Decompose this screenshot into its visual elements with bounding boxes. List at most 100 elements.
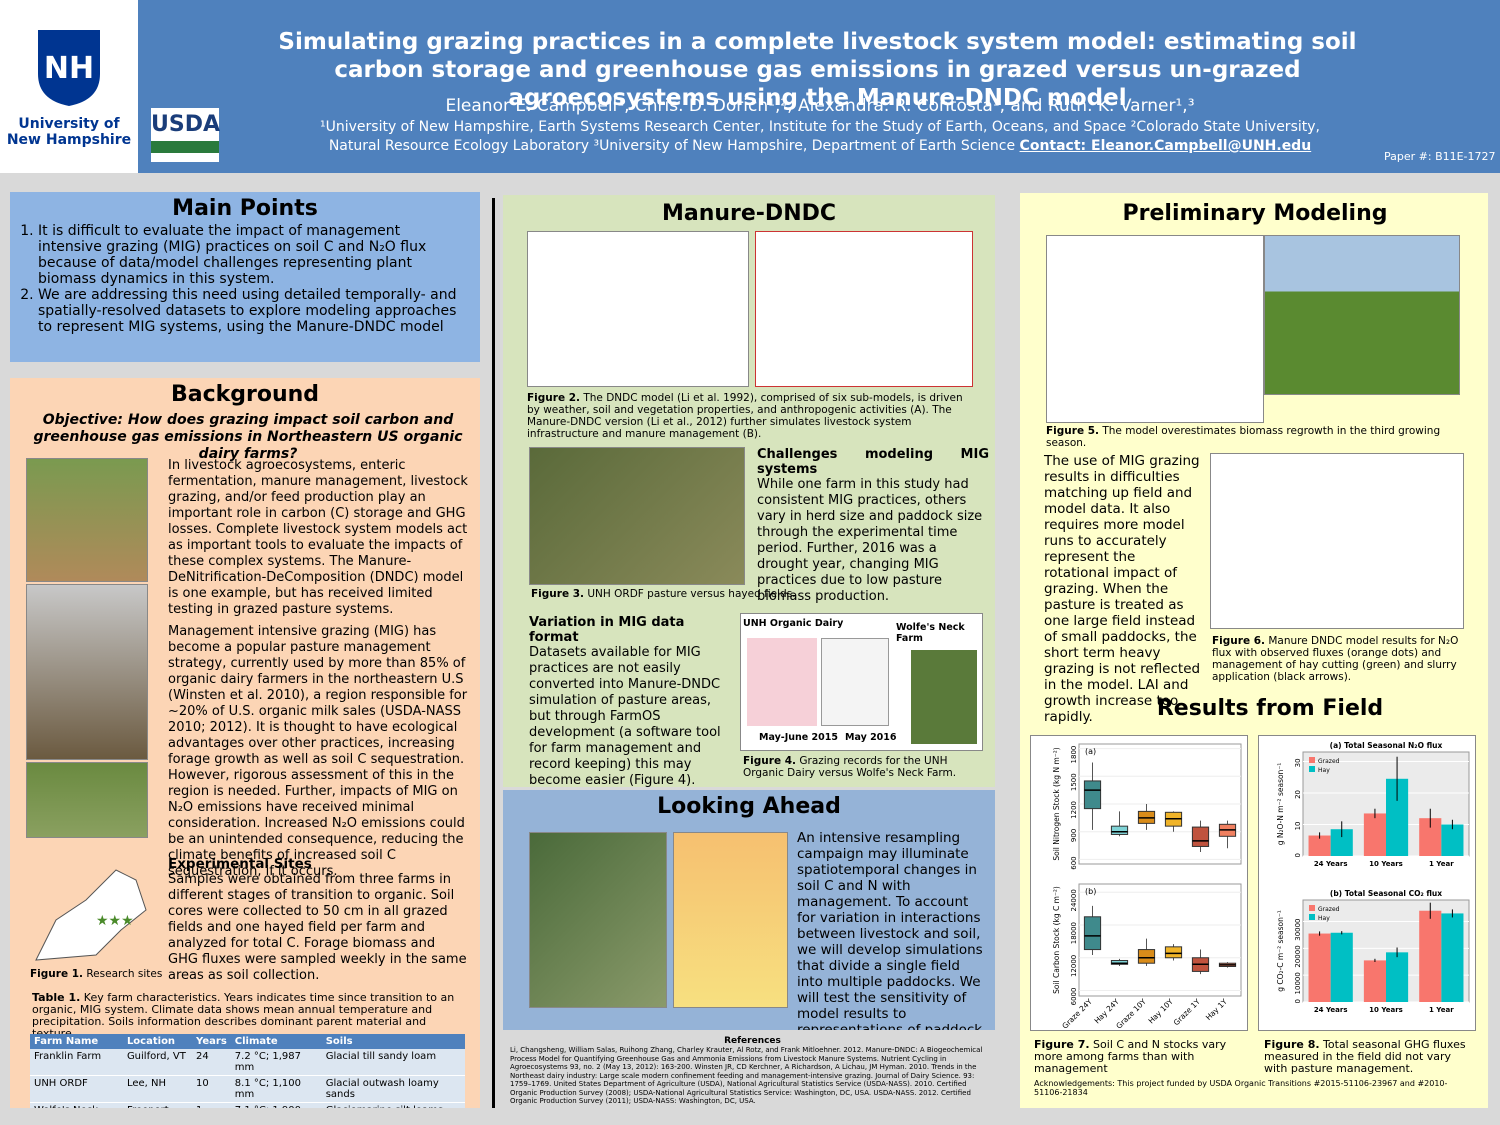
figure-label: Figure 1. xyxy=(30,968,84,980)
caption-text: UNH ORDF pasture versus hayed fields. xyxy=(587,588,796,600)
legend-swatch xyxy=(1309,766,1315,772)
references: References Li, Changsheng, William Salas… xyxy=(510,1036,995,1116)
unh-logo-text: University of New Hampshire xyxy=(6,116,132,148)
cell: Franklin Farm xyxy=(30,1049,123,1076)
table-row: Wolfe's Neck FarmFreeport, ME17.1 °C; 1,… xyxy=(30,1102,465,1108)
th: Years xyxy=(192,1034,231,1049)
legend-label: Grazed xyxy=(1318,906,1340,913)
figure-caption: Figure 5. The model overestimates biomas… xyxy=(1046,425,1456,449)
bar xyxy=(1363,813,1386,856)
svg-text:NH: NH xyxy=(44,51,94,86)
cell: Wolfe's Neck Farm xyxy=(30,1102,123,1108)
bar xyxy=(1386,952,1409,1002)
table-body: Franklin Farm Guilford, VT 24 7.2 °C; 1,987… xyxy=(30,1049,465,1108)
x-tick-label: 10 Years xyxy=(1369,1006,1403,1014)
subheading: References xyxy=(724,1036,781,1046)
y-tick-label: 20 xyxy=(1294,790,1302,799)
panel-date: May-June 2015 xyxy=(759,732,838,743)
manure-dndc: Manure-DNDC Figure 2. The DNDC model (Li… xyxy=(503,195,995,787)
box xyxy=(1164,946,1183,959)
bar xyxy=(1308,835,1331,856)
section-heading: Preliminary Modeling Results xyxy=(1122,201,1388,226)
cell: Glacial till sandy loam xyxy=(321,1049,465,1076)
chart-title: (b) Total Seasonal CO₂ flux xyxy=(1330,889,1442,898)
bar xyxy=(1363,960,1386,1002)
paragraph: While one farm in this study had consist… xyxy=(757,477,983,604)
photo-cows xyxy=(26,458,148,582)
th: Location xyxy=(122,1034,193,1049)
y-tick-label: 1500 xyxy=(1070,773,1078,791)
variation: Variation in MIG data format Datasets av… xyxy=(529,615,729,787)
subheading: Challenges modeling MIG systems xyxy=(757,447,989,477)
unh-shield: NH xyxy=(38,30,100,106)
map xyxy=(911,650,977,744)
figure-label: Figure 5. xyxy=(1046,425,1100,437)
farm-table: Farm Name Location Years Climate Soils Frank… xyxy=(30,1034,465,1108)
y-tick-label: 0 xyxy=(1294,853,1302,857)
fig5-chart xyxy=(1046,235,1264,423)
sampling-map xyxy=(529,832,667,1008)
panel-date: May 2016 xyxy=(845,732,897,743)
y-axis-label: g N₂O-N m⁻² season⁻¹ xyxy=(1276,763,1285,846)
legend-swatch xyxy=(1309,905,1315,911)
box xyxy=(1083,780,1102,810)
photo-barn xyxy=(26,584,148,760)
aerial-photo xyxy=(529,447,745,585)
y-tick-label: 10000 xyxy=(1294,972,1302,994)
x-tick-label: 1 Year xyxy=(1429,1006,1454,1014)
caption-text: Total seasonal GHG fluxes measured in th… xyxy=(1264,1038,1466,1075)
figure-label: Figure 7. xyxy=(1034,1038,1090,1051)
acknowledgements: Acknowledgements: This project funded by… xyxy=(1034,1079,1448,1097)
cell: Freeport, ME xyxy=(122,1102,193,1108)
figure-label: Figure 3. xyxy=(531,588,585,600)
cell: 24 xyxy=(192,1049,231,1076)
y-axis-label: Soil Nitrogen Stock (kg N m⁻²) xyxy=(1052,747,1061,860)
looking-ahead: Looking Ahead An intensive resampling ca… xyxy=(503,790,995,1030)
panel-title: UNH Organic Dairy xyxy=(743,618,844,629)
caption-text: The model overestimates biomass regrowth… xyxy=(1046,425,1441,449)
y-tick-label: 24000 xyxy=(1070,889,1078,911)
section-heading: Results from Field Observations xyxy=(1156,696,1384,721)
photo-field xyxy=(26,762,148,838)
table-row: Franklin Farm Guilford, VT 24 7.2 °C; 1,987… xyxy=(30,1049,465,1076)
authors: Eleanor E. Campbell¹, Chris. D. Dorich¹,… xyxy=(445,96,1195,116)
y-tick-label: 600 xyxy=(1070,856,1078,869)
section-heading: Manure-DNDC xyxy=(661,201,837,226)
th: Soils xyxy=(321,1034,465,1049)
x-tick-label: 24 Years xyxy=(1314,1006,1348,1014)
figure-label: Figure 2. xyxy=(527,392,581,404)
subheading: Experimental Sites xyxy=(168,856,312,872)
photo-pasture xyxy=(1264,235,1460,395)
bar xyxy=(1386,778,1409,856)
grazing-records: UNH Organic Dairy Wolfe's Neck Farm May-… xyxy=(740,613,983,751)
y-axis-label: Soil Carbon Stock (kg C m⁻²) xyxy=(1052,886,1061,994)
y-tick-label: 20000 xyxy=(1294,945,1302,967)
diagram-dndc-b xyxy=(755,231,973,387)
figure-caption: Figure 8. Total seasonal GHG fluxes meas… xyxy=(1264,1039,1474,1075)
x-tick-label: Graze 10Y xyxy=(1114,997,1148,1031)
cell: 1 xyxy=(192,1102,231,1108)
bar xyxy=(1308,933,1331,1002)
contact[interactable]: Contact: Eleanor.Campbell@UNH.edu xyxy=(1019,138,1312,154)
bar xyxy=(1330,829,1353,856)
paragraph: An intensive resampling campaign may ill… xyxy=(797,830,983,1030)
y-tick-label: 6000 xyxy=(1070,988,1078,1006)
paragraph: The use of MIG grazing results in diffic… xyxy=(1044,453,1201,725)
y-tick-label: 18000 xyxy=(1070,922,1078,944)
panel-label: (a) xyxy=(1085,747,1096,756)
caption-text: The DNDC model (Li et al. 1992), compris… xyxy=(527,392,963,440)
box xyxy=(1191,826,1210,847)
box xyxy=(1137,949,1156,964)
cell: 7.2 °C; 1,987 mm xyxy=(230,1049,322,1076)
figure-label: Figure 6. xyxy=(1212,635,1266,647)
fig6-chart xyxy=(1210,453,1464,629)
affiliation-text: ¹University of New Hampshire, Earth Syst… xyxy=(320,119,1320,154)
paragraph: Datasets available for MIG practices are… xyxy=(529,645,721,787)
usda-text: USDA xyxy=(151,112,220,137)
bar xyxy=(1419,818,1442,856)
y-axis-label: g CO₂-C m⁻² season⁻¹ xyxy=(1276,910,1285,992)
cell: UNH ORDF xyxy=(30,1075,123,1103)
diagram-dndc-a xyxy=(527,231,749,387)
table-caption: Table 1. Key farm characteristics. Years… xyxy=(32,992,462,1040)
bar xyxy=(1419,910,1442,1002)
